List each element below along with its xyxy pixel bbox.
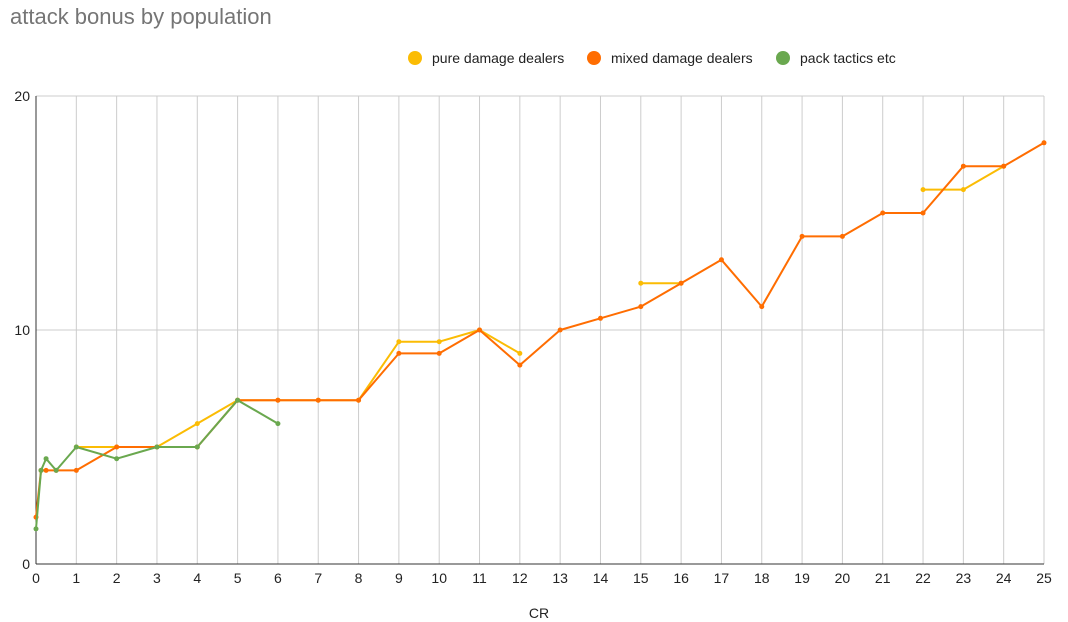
data-point [638,304,644,310]
data-point [53,467,59,473]
data-point [718,257,724,263]
x-tick-label: 13 [552,570,568,586]
legend-item: pure damage dealers [408,50,564,66]
data-point [597,315,603,321]
data-point [477,327,483,333]
data-point [73,467,79,473]
x-tick-label: 8 [355,570,363,586]
data-point [154,444,160,450]
series-pure-damage-dealers [73,163,1007,450]
legend-item: pack tactics etc [776,50,896,66]
x-tick-label: 11 [472,570,487,586]
data-point [275,421,281,427]
data-point [960,163,966,169]
data-point [1001,163,1007,169]
data-point [194,421,200,427]
data-point [194,444,200,450]
data-point [396,339,402,345]
data-point [436,350,442,356]
data-point [33,526,39,532]
data-point [315,397,321,403]
data-point [557,327,563,333]
data-point [678,280,684,286]
series-pack-tactics-etc [33,397,281,532]
x-tick-label: 18 [754,570,770,586]
x-tick-label: 25 [1036,570,1052,586]
legend-swatch [587,51,601,65]
grid [36,95,1045,564]
data-point [517,350,523,356]
x-tick-label: 21 [875,570,891,586]
data-point [960,187,966,193]
legend-swatch [408,51,422,65]
chart-title: attack bonus by population [10,4,272,29]
x-tick-label: 3 [153,570,161,586]
x-tick-label: 0 [32,570,40,586]
x-tick-label: 22 [915,570,931,586]
legend-label: pure damage dealers [432,50,564,66]
x-tick-label: 12 [512,570,528,586]
data-point [114,444,120,450]
x-tick-label: 15 [633,570,649,586]
x-tick-label: 7 [314,570,322,586]
data-point [73,444,79,450]
axes: 0 1 2 3 4 5 6 7 8 9 10 11 12 13 14 15 16 17 18 19 20 21 22 23 24… [14,88,1052,586]
x-tick-label: 14 [593,570,609,586]
x-tick-label: 6 [274,570,282,586]
x-tick-label: 1 [72,570,80,586]
data-point [880,210,886,216]
data-point [114,456,120,462]
data-point [638,280,644,286]
series-layer [33,140,1047,532]
data-point [1041,140,1047,146]
y-tick-label: 10 [14,322,30,338]
y-tick-label: 0 [22,556,30,572]
data-point [235,397,241,403]
legend-item: mixed damage dealers [587,50,753,66]
data-point [839,233,845,239]
data-point [43,456,49,462]
data-point [799,233,805,239]
series-line [35,399,279,529]
data-point [38,467,44,473]
x-tick-label: 16 [673,570,689,586]
data-point [356,397,362,403]
x-tick-label: 5 [234,570,242,586]
legend-swatch [776,51,790,65]
x-tick-label: 20 [835,570,851,586]
legend-label: mixed damage dealers [611,50,753,66]
legend: pure damage dealers mixed damage dealers p… [408,50,896,66]
x-tick-label: 4 [193,570,201,586]
data-point [396,350,402,356]
x-axis-label: CR [529,605,549,621]
y-tick-label: 20 [14,88,30,104]
data-point [43,467,49,473]
data-point [759,304,765,310]
x-tick-label: 23 [956,570,972,586]
x-tick-label: 24 [996,570,1012,586]
data-point [436,339,442,345]
x-tick-label: 9 [395,570,403,586]
data-point [517,362,523,368]
legend-label: pack tactics etc [800,50,896,66]
x-tick-label: 19 [794,570,810,586]
data-point [275,397,281,403]
x-tick-label: 2 [113,570,121,586]
series-line [76,329,521,448]
x-tick-label: 10 [431,570,447,586]
data-point [920,187,926,193]
data-point [920,210,926,216]
x-tick-label: 17 [714,570,730,586]
